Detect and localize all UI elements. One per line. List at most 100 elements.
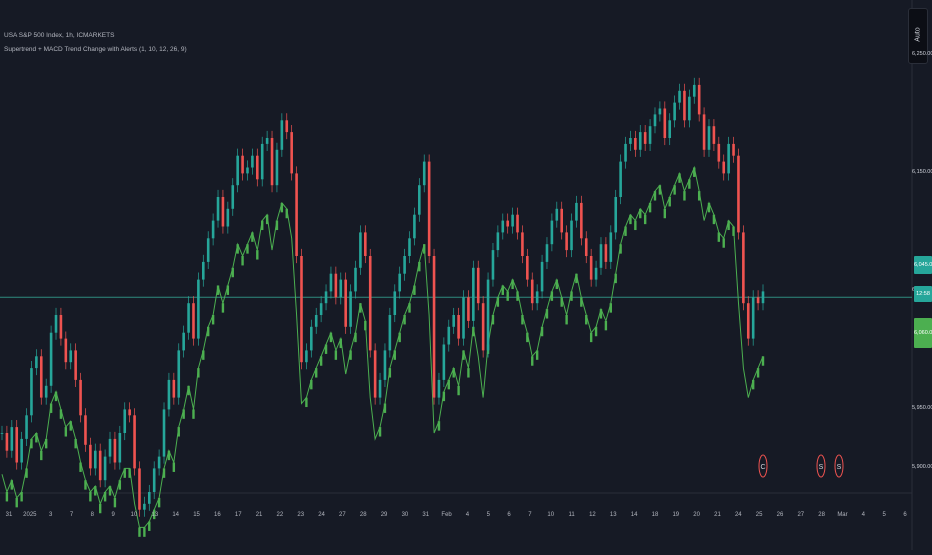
candle-body bbox=[108, 438, 112, 457]
candle-body bbox=[491, 250, 495, 280]
candle-body bbox=[133, 415, 136, 469]
time-tick-label: 8 bbox=[90, 512, 95, 518]
candle-body bbox=[648, 126, 652, 144]
time-tick-label: 31 bbox=[422, 512, 430, 518]
candle-body bbox=[20, 438, 23, 463]
supertrend-step bbox=[285, 208, 288, 219]
candle-body bbox=[437, 379, 441, 398]
candle-body bbox=[300, 256, 303, 363]
candle-body bbox=[172, 379, 176, 398]
supertrend-step bbox=[310, 379, 313, 390]
candle-body bbox=[128, 409, 131, 416]
indicator-legend[interactable]: Supertrend + MACD Trend Change with Aler… bbox=[4, 46, 187, 53]
candle-body bbox=[697, 84, 701, 115]
supertrend-step bbox=[585, 315, 588, 325]
candle-body bbox=[550, 220, 554, 245]
supertrend-step bbox=[280, 202, 284, 213]
supertrend-step bbox=[761, 356, 765, 366]
supertrend-step bbox=[349, 350, 352, 360]
supertrend-step bbox=[629, 214, 632, 225]
supertrend-step bbox=[354, 332, 357, 343]
time-tick-label: 30 bbox=[401, 512, 409, 518]
supertrend-step bbox=[678, 173, 681, 183]
candle-body bbox=[201, 261, 205, 280]
candle-body bbox=[295, 173, 298, 256]
candle-body bbox=[422, 161, 426, 186]
time-tick-label: 26 bbox=[776, 512, 784, 518]
supertrend-step bbox=[516, 291, 519, 301]
supertrend-step bbox=[452, 368, 455, 378]
candle-body bbox=[49, 332, 53, 386]
candle-body bbox=[540, 261, 544, 292]
time-tick-label: Feb bbox=[441, 512, 452, 518]
candle-body bbox=[251, 155, 254, 168]
candle-body bbox=[727, 143, 730, 174]
auto-scale-button[interactable]: Auto bbox=[908, 8, 928, 64]
supertrend-step bbox=[143, 527, 146, 537]
time-tick-label: 2025 bbox=[23, 512, 37, 518]
candle-body bbox=[555, 208, 559, 221]
candle-body bbox=[398, 273, 401, 292]
supertrend-step bbox=[707, 202, 711, 213]
time-tick-label: 17 bbox=[234, 512, 242, 518]
candle-body bbox=[408, 238, 411, 256]
candle-body bbox=[388, 315, 392, 351]
time-tick-label: 6 bbox=[507, 512, 511, 518]
candle-body bbox=[256, 155, 259, 180]
candle-body bbox=[575, 202, 578, 221]
supertrend-step bbox=[221, 303, 225, 313]
candle-body bbox=[15, 427, 19, 463]
candle-body bbox=[634, 138, 637, 150]
supertrend-step bbox=[570, 291, 573, 301]
supertrend-step bbox=[319, 356, 323, 366]
supertrend-step bbox=[378, 427, 382, 437]
candle-body bbox=[707, 126, 711, 150]
candle-body bbox=[442, 344, 446, 380]
candle-body bbox=[643, 132, 647, 144]
supertrend-step bbox=[668, 197, 671, 207]
candle-body bbox=[349, 291, 352, 327]
candle-body bbox=[653, 114, 657, 127]
candle-body bbox=[599, 244, 603, 268]
supertrend-step bbox=[388, 368, 392, 378]
candle-body bbox=[717, 143, 721, 162]
supertrend-line bbox=[1, 165, 764, 528]
candle-body bbox=[511, 214, 514, 227]
time-tick-label: 29 bbox=[380, 512, 388, 518]
supertrend-step bbox=[408, 303, 411, 313]
candle-body bbox=[663, 108, 667, 138]
supertrend-step bbox=[648, 202, 652, 213]
candle-body bbox=[103, 456, 107, 481]
candle-body bbox=[545, 244, 549, 262]
signal-marker-label: S bbox=[819, 464, 824, 471]
candle-body bbox=[54, 315, 58, 333]
supertrend-step bbox=[236, 244, 239, 254]
supertrend-step bbox=[560, 297, 563, 307]
supertrend-step bbox=[467, 368, 470, 378]
supertrend-step bbox=[639, 208, 642, 219]
supertrend-step bbox=[329, 332, 333, 343]
candle-body bbox=[211, 220, 215, 239]
supertrend-step bbox=[59, 409, 63, 419]
supertrend-step bbox=[339, 338, 342, 349]
candle-body bbox=[383, 350, 387, 380]
supertrend-step bbox=[756, 368, 760, 378]
candle-body bbox=[305, 350, 308, 363]
candle-body bbox=[604, 244, 608, 262]
candle-body bbox=[64, 338, 68, 363]
supertrend-step bbox=[643, 214, 647, 225]
candle-body bbox=[231, 185, 235, 209]
candle-body bbox=[403, 256, 406, 274]
time-tick-label: 20 bbox=[693, 512, 700, 518]
time-tick-label: 7 bbox=[69, 512, 74, 518]
supertrend-step bbox=[172, 462, 176, 472]
candle-body bbox=[329, 273, 333, 292]
supertrend-step bbox=[717, 232, 721, 242]
price-tick-label: 5,950.00 bbox=[912, 405, 932, 412]
symbol-legend[interactable]: USA S&P 500 Index, 1h, ICMARKETS bbox=[4, 32, 115, 39]
time-tick-label: 14 bbox=[172, 512, 180, 518]
candle-body bbox=[30, 368, 33, 416]
supertrend-step bbox=[207, 326, 210, 337]
